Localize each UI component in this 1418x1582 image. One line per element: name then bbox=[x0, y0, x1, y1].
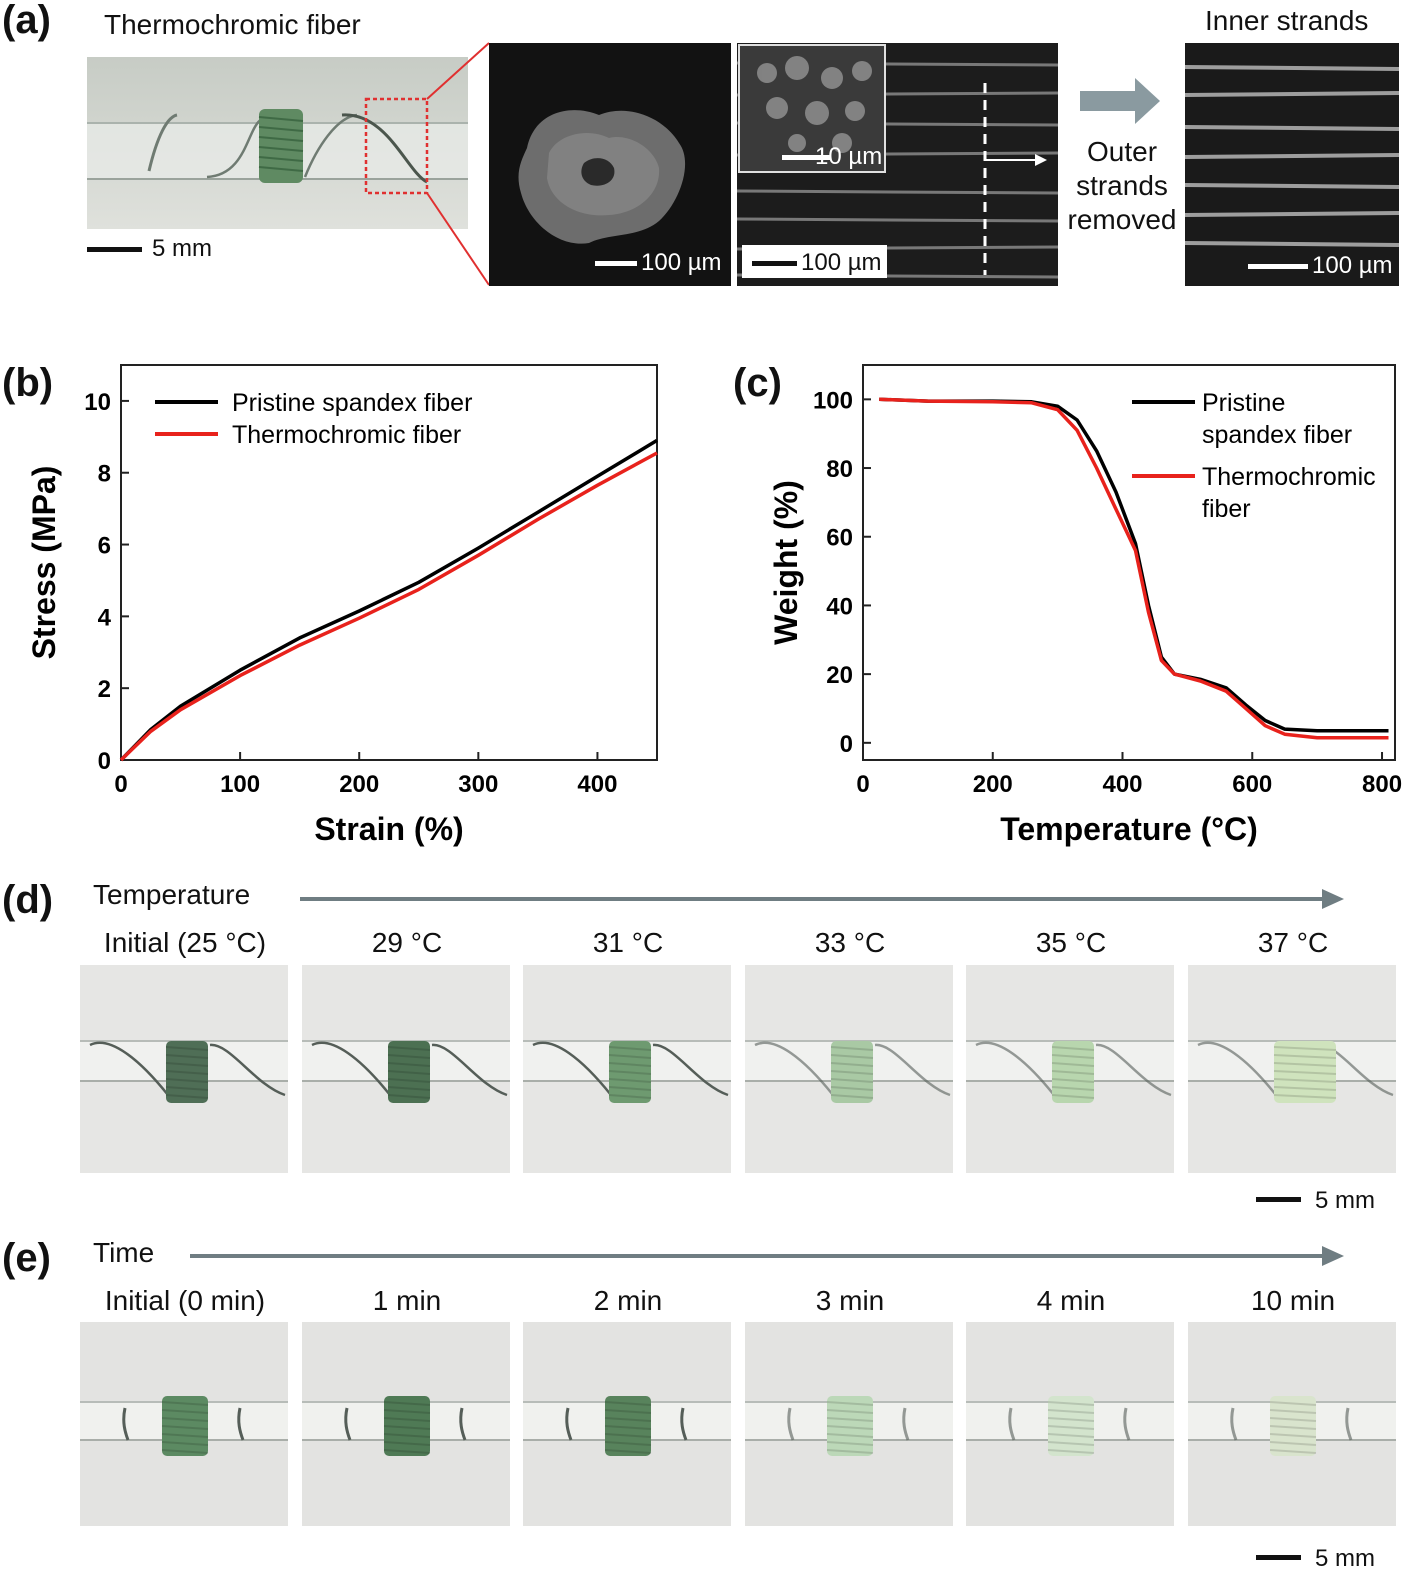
zoom-lines bbox=[426, 42, 490, 286]
chart-1-legend-label-0: Pristine spandex fiber bbox=[1202, 389, 1352, 449]
chart-0-ytick-label: 6 bbox=[98, 533, 111, 560]
chart-1-ytick-label: 60 bbox=[826, 525, 853, 552]
inner-strands-title: Inner strands bbox=[1205, 5, 1369, 36]
d-caption-4: 35 °C bbox=[1035, 927, 1107, 958]
d-caption-5: 37 °C bbox=[1257, 927, 1329, 958]
d-caption-1: 29 °C bbox=[371, 927, 443, 958]
chart-1-legend-label-1: Thermochromic fiber bbox=[1202, 463, 1376, 523]
tga-chart: 0 200 400 600 800 0 20 40 60 80 100 Temperature (°C… bbox=[768, 364, 1402, 847]
arrow-text-3: removed bbox=[1067, 204, 1177, 235]
chart-0-series-0-line bbox=[119, 438, 658, 762]
e-caption-2: 2 min bbox=[593, 1285, 663, 1316]
chart-1-xtick-label: 600 bbox=[1232, 771, 1272, 798]
chart-0-frame bbox=[120, 364, 658, 761]
chart-0-legend-label-0: Pristine spandex fiber bbox=[232, 389, 472, 417]
d-caption-3: 33 °C bbox=[814, 927, 886, 958]
e-photo-1 bbox=[302, 1322, 510, 1526]
sem-inner-strands bbox=[1185, 43, 1399, 286]
removal-arrow bbox=[1080, 78, 1160, 124]
chart-0-legend-label-1: Thermochromic fiber bbox=[232, 421, 461, 449]
e-caption-3: 3 min bbox=[815, 1285, 885, 1316]
e-photo-3 bbox=[745, 1322, 953, 1526]
panel-c-label: (c) bbox=[733, 361, 782, 405]
chart-0-ytick-label: 10 bbox=[84, 389, 111, 416]
temperature-arrow bbox=[300, 889, 1344, 909]
sem2-inset-scale-label: 10 µm bbox=[815, 143, 883, 170]
chart-1-ytick-label: 20 bbox=[826, 662, 853, 689]
fiber-photo bbox=[87, 57, 468, 229]
chart-1-series-1-line bbox=[879, 397, 1389, 740]
d-caption-0: Initial (25 °C) bbox=[103, 927, 267, 958]
d-photo-4 bbox=[966, 965, 1174, 1173]
chart-0-ytick-label: 2 bbox=[98, 676, 111, 703]
chart-1-xtick-label: 800 bbox=[1362, 771, 1402, 798]
chart-1-series-0-line bbox=[879, 397, 1389, 733]
d-caption-2: 31 °C bbox=[592, 927, 664, 958]
sem3-scale-label: 100 µm bbox=[1312, 252, 1393, 279]
fiber-coil bbox=[258, 109, 304, 183]
arrow-text-1: Outer bbox=[1086, 136, 1158, 167]
photo-title: Thermochromic fiber bbox=[104, 9, 361, 40]
chart-1-ylabel: Weight (%) bbox=[768, 480, 804, 645]
chart-1-ytick-label: 80 bbox=[826, 456, 853, 483]
chart-0-ytick-label: 4 bbox=[98, 604, 112, 631]
e-photo-2 bbox=[523, 1322, 731, 1526]
sem1-scale-label: 100 µm bbox=[641, 249, 722, 276]
arrow-text-2: strands bbox=[1076, 170, 1168, 201]
e-photo-4 bbox=[966, 1322, 1174, 1526]
chart-0-xtick-label: 400 bbox=[577, 771, 617, 798]
panel-e-scale-bar bbox=[1256, 1555, 1301, 1560]
sem-longitudinal bbox=[737, 43, 1058, 286]
e-photo-5 bbox=[1188, 1322, 1396, 1526]
stress-strain-chart: 0 100 200 300 400 0 2 4 6 8 10 Strain (%) Stress (MP… bbox=[26, 364, 658, 847]
chart-0-ytick-label: 0 bbox=[98, 748, 111, 775]
chart-0-ylabel: Stress (MPa) bbox=[26, 466, 62, 660]
chart-0-xtick-label: 100 bbox=[220, 771, 260, 798]
chart-1-xtick-label: 0 bbox=[856, 771, 869, 798]
panel-d-scale-label: 5 mm bbox=[1315, 1187, 1375, 1214]
sem2-scale-label: 100 µm bbox=[801, 249, 882, 276]
chart-0-xtick-label: 200 bbox=[339, 771, 379, 798]
chart-0-ytick-label: 8 bbox=[98, 461, 111, 488]
e-caption-0: Initial (0 min) bbox=[104, 1285, 266, 1316]
panel-a-label: (a) bbox=[2, 0, 51, 42]
sem-cross-section bbox=[489, 43, 731, 286]
chart-1-frame bbox=[862, 364, 1396, 761]
panel-d-scale-bar bbox=[1256, 1197, 1301, 1202]
panel-e-scale-label: 5 mm bbox=[1315, 1545, 1375, 1572]
chart-1-xtick-label: 200 bbox=[973, 771, 1013, 798]
d-photo-0 bbox=[80, 965, 288, 1173]
d-photo-5 bbox=[1188, 965, 1396, 1173]
d-photo-3 bbox=[745, 965, 953, 1173]
e-photo-0 bbox=[80, 1322, 288, 1526]
chart-0-xtick-label: 0 bbox=[114, 771, 127, 798]
sem3-scale-bar bbox=[1248, 264, 1308, 269]
panel-e-label: (e) bbox=[2, 1236, 51, 1280]
chart-1-ytick-label: 100 bbox=[813, 387, 853, 414]
sem2-inset-scale-bar bbox=[782, 155, 830, 160]
d-photo-1 bbox=[302, 965, 510, 1173]
e-caption-4: 4 min bbox=[1036, 1285, 1106, 1316]
photo-scale-label: 5 mm bbox=[152, 235, 212, 262]
chart-1-ytick-label: 40 bbox=[826, 593, 853, 620]
chart-0-xlabel: Strain (%) bbox=[314, 811, 463, 847]
sem2-scale-bar bbox=[752, 261, 797, 266]
chart-0-xtick-label: 300 bbox=[458, 771, 498, 798]
panel-d-label: (d) bbox=[2, 878, 54, 922]
d-photo-2 bbox=[523, 965, 731, 1173]
chart-1-xtick-label: 400 bbox=[1102, 771, 1142, 798]
chart-1-ytick-label: 0 bbox=[840, 731, 853, 758]
photo-scale-bar bbox=[87, 247, 142, 252]
time-axis-label: Time bbox=[93, 1237, 155, 1268]
panel-b-label: (b) bbox=[2, 361, 54, 405]
time-arrow bbox=[190, 1246, 1344, 1266]
e-caption-5: 10 min bbox=[1250, 1285, 1336, 1316]
chart-1-xlabel: Temperature (°C) bbox=[1000, 811, 1258, 847]
chart-0-series-1-line bbox=[119, 451, 658, 762]
zoom-box bbox=[364, 97, 429, 195]
sem1-scale-bar bbox=[595, 261, 637, 266]
e-caption-1: 1 min bbox=[372, 1285, 442, 1316]
temperature-axis-label: Temperature bbox=[93, 879, 251, 910]
